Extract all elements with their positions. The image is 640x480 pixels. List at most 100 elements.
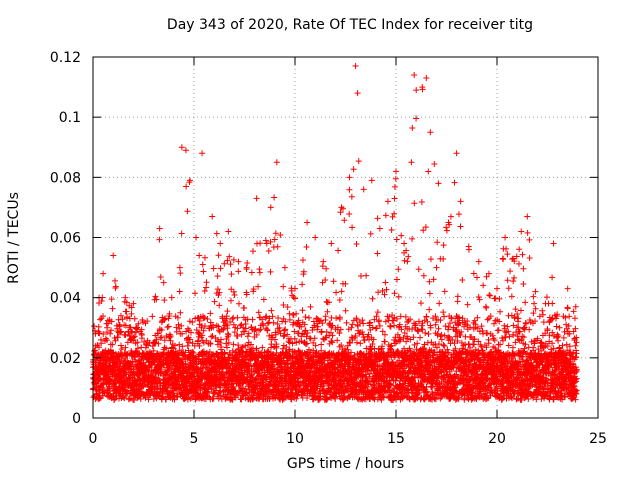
data-point [360, 320, 367, 327]
data-point [191, 290, 198, 297]
data-point [130, 300, 137, 307]
data-point [217, 240, 224, 247]
data-point [126, 380, 133, 387]
data-point [436, 300, 443, 307]
data-point [241, 328, 248, 335]
data-point [299, 281, 306, 288]
data-point [126, 333, 133, 340]
data-point [230, 341, 237, 348]
data-point [345, 326, 352, 333]
data-point [272, 331, 279, 338]
data-point [158, 327, 165, 334]
data-point [230, 321, 237, 328]
data-point [209, 213, 216, 220]
data-point [255, 283, 262, 290]
data-point [204, 316, 211, 323]
data-point [556, 324, 563, 331]
data-point [200, 327, 207, 334]
data-point [435, 325, 442, 332]
data-point [277, 232, 284, 239]
data-point [260, 322, 267, 329]
data-point [118, 328, 125, 335]
data-point [304, 219, 311, 226]
data-point [176, 264, 183, 271]
data-point [318, 341, 325, 348]
data-point [248, 269, 255, 276]
data-point [145, 342, 152, 349]
data-point [360, 186, 367, 193]
data-point [223, 313, 230, 320]
data-point [271, 194, 278, 201]
data-point [277, 330, 284, 337]
data-point [393, 236, 400, 243]
data-point [518, 228, 525, 235]
data-point [102, 335, 109, 342]
data-point [299, 307, 306, 314]
data-point [96, 330, 103, 337]
data-point [291, 295, 298, 302]
data-point [299, 257, 306, 264]
data-point [271, 336, 278, 343]
data-point [374, 250, 381, 257]
data-point [390, 317, 397, 324]
data-point [485, 270, 492, 277]
data-point [425, 331, 432, 338]
data-point [349, 224, 356, 231]
data-point [266, 332, 273, 339]
data-point [361, 337, 368, 344]
data-point [122, 331, 129, 338]
data-point [225, 331, 232, 338]
data-point [284, 304, 291, 311]
data-point [388, 226, 395, 233]
data-point [267, 268, 274, 275]
data-point [160, 279, 167, 286]
data-point [182, 349, 189, 356]
data-point [349, 321, 356, 328]
data-point [122, 294, 129, 301]
data-point [253, 331, 260, 338]
data-point [435, 180, 442, 187]
data-point [215, 395, 222, 402]
data-point [121, 395, 128, 402]
data-point [319, 263, 326, 270]
data-point [217, 265, 224, 272]
data-point [352, 63, 359, 70]
data-point [277, 374, 284, 381]
data-point [215, 327, 222, 334]
data-point [207, 341, 214, 348]
data-point [286, 346, 293, 353]
data-point [230, 288, 237, 295]
data-point [226, 253, 233, 260]
data-point [282, 326, 289, 333]
data-point [91, 323, 98, 330]
data-point [266, 315, 273, 322]
data-point [228, 286, 235, 293]
data-point [391, 290, 398, 297]
data-point [199, 150, 206, 157]
data-point [285, 384, 292, 391]
data-point [409, 235, 416, 242]
data-point [196, 252, 203, 259]
data-point [97, 316, 104, 323]
data-point [283, 344, 290, 351]
data-point [217, 336, 224, 343]
data-point [257, 240, 264, 247]
data-point [247, 341, 254, 348]
data-point [276, 324, 283, 331]
data-point [384, 198, 391, 205]
data-point [119, 316, 126, 323]
data-point [395, 293, 402, 300]
data-point [124, 351, 131, 358]
data-point [155, 340, 162, 347]
data-point [280, 302, 287, 309]
data-point [95, 344, 102, 351]
data-point [401, 257, 408, 264]
data-point [255, 309, 262, 316]
data-point [103, 337, 110, 344]
data-point [257, 351, 264, 358]
data-point [457, 198, 464, 205]
data-point [259, 344, 266, 351]
data-point [227, 297, 234, 304]
data-point [170, 345, 177, 352]
data-point [187, 329, 194, 336]
